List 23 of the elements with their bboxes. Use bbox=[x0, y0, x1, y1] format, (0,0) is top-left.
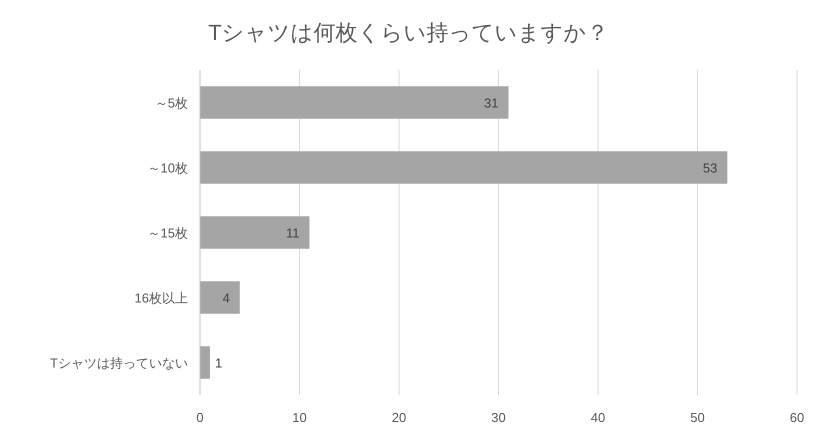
y-tick-label: Tシャツは持っていない bbox=[50, 356, 188, 370]
y-tick-label: ～15枚 bbox=[148, 226, 188, 240]
bar bbox=[200, 151, 728, 184]
y-tick-label: ～10枚 bbox=[148, 160, 188, 176]
bar bbox=[200, 216, 310, 249]
y-tick-label: ～5枚 bbox=[154, 96, 188, 110]
x-tick-label: 10 bbox=[292, 410, 307, 425]
bar bbox=[200, 86, 508, 119]
bar bbox=[200, 281, 240, 314]
x-tick-label: 40 bbox=[590, 410, 606, 425]
x-tick-label: 60 bbox=[790, 410, 804, 425]
x-tick-label: 30 bbox=[491, 410, 506, 425]
x-tick-label: 50 bbox=[690, 410, 705, 425]
x-tick-label: 20 bbox=[392, 410, 406, 425]
data-label: 31 bbox=[484, 96, 498, 110]
data-label: 11 bbox=[286, 226, 300, 240]
bar bbox=[200, 346, 210, 379]
data-label: 53 bbox=[702, 160, 718, 176]
data-label: 4 bbox=[222, 290, 230, 306]
y-tick-label: 16枚以上 bbox=[134, 290, 188, 306]
x-tick-label: 0 bbox=[196, 410, 204, 425]
chart-title: Tシャツは何枚くらい持っていますか？ bbox=[208, 20, 609, 45]
data-label: 1 bbox=[214, 356, 222, 370]
